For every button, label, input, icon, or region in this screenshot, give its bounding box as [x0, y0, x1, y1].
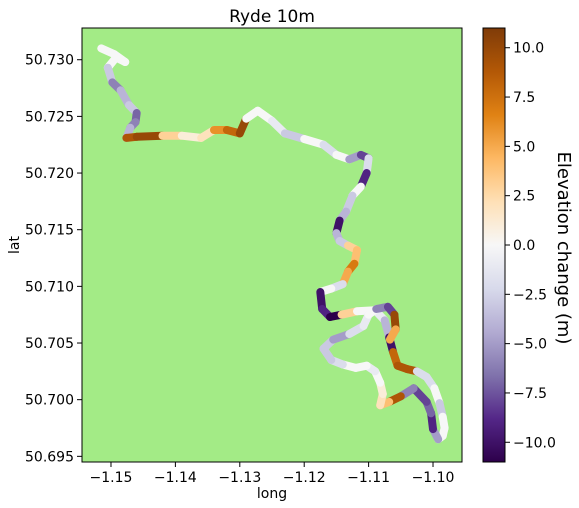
- colorbar-tick-label: 10.0: [513, 41, 544, 57]
- route-track: [97, 44, 449, 444]
- x-tick-label: −1.11: [347, 470, 390, 486]
- x-tick-label: −1.15: [90, 470, 133, 486]
- y-tick-label: 50.725: [25, 109, 74, 125]
- y-tick-label: 50.705: [25, 336, 74, 352]
- y-tick-label: 50.700: [25, 393, 74, 409]
- y-tick-label: 50.720: [25, 166, 74, 182]
- colorbar: [482, 27, 506, 463]
- x-tick-label: −1.10: [412, 470, 455, 486]
- route-segment: [385, 325, 400, 344]
- y-tick-label: 50.695: [25, 449, 74, 465]
- y-tick-label: 50.730: [25, 53, 74, 69]
- colorbar-tick-label: 5.0: [513, 139, 535, 155]
- x-tick-label: −1.12: [283, 470, 326, 486]
- colorbar-tick-label: −5.0: [513, 337, 547, 353]
- colorbar-tick-label: −10.0: [513, 435, 556, 451]
- chart-title: Ryde 10m: [229, 7, 315, 27]
- x-tick-label: −1.13: [218, 470, 261, 486]
- plot-frame: [81, 27, 463, 463]
- y-axis: 50.695 50.700 50.705 50.710 50.715 50.720 50.7…: [25, 53, 82, 465]
- x-tick-label: −1.14: [154, 470, 197, 486]
- plot-area: [82, 28, 462, 462]
- y-tick-label: 50.710: [25, 279, 74, 295]
- colorbar-tick-label: 2.5: [513, 189, 535, 205]
- colorbar-tick-label: 0.0: [513, 238, 535, 254]
- colorbar-label: Elevation change (m): [553, 152, 574, 345]
- colorbar-tick-label: −2.5: [513, 287, 547, 303]
- x-axis-label: long: [257, 486, 287, 502]
- y-axis-label: lat: [7, 236, 23, 254]
- x-axis: −1.15 −1.14 −1.13 −1.12 −1.11 −1.10: [90, 462, 455, 486]
- colorbar-tick-label: −7.5: [513, 386, 547, 402]
- colorbar-tick-label: 7.5: [513, 90, 535, 106]
- y-tick-label: 50.715: [25, 223, 74, 239]
- route-segment: [132, 131, 167, 141]
- colorbar-ticks: 10.0 7.5 5.0 2.5 0.0 −2.5 −5.0 −7.5 −10.0: [505, 41, 556, 451]
